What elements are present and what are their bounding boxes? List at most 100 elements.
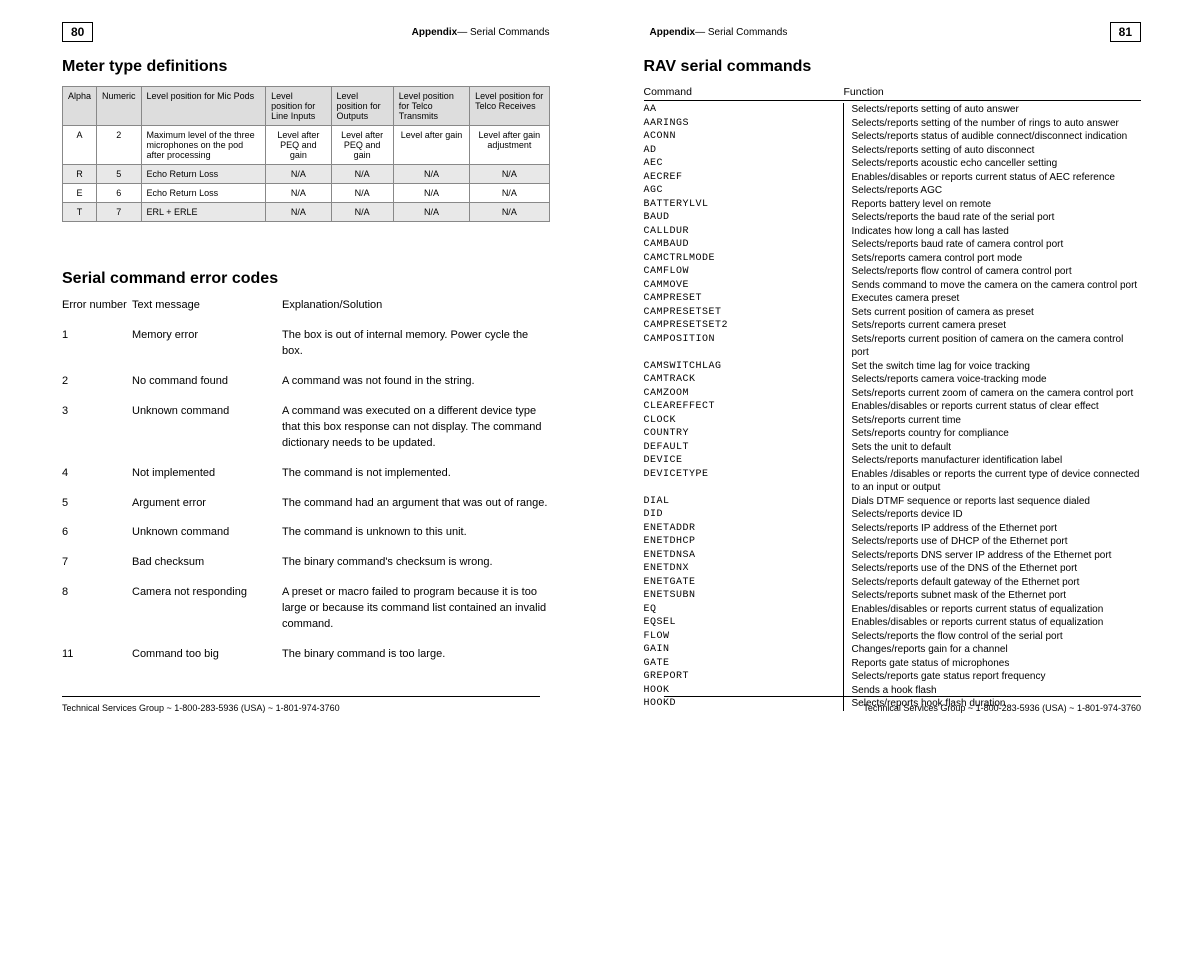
- table-cell: N/A: [266, 165, 331, 184]
- table-row: GREPORTSelects/reports gate status repor…: [644, 670, 1142, 684]
- command-function: Selects/reports the baud rate of the ser…: [844, 211, 1142, 225]
- command-function: Changes/reports gain for a channel: [844, 643, 1142, 657]
- table-row: EQSELEnables/disables or reports current…: [644, 616, 1142, 630]
- command-function: Selects/reports use of DHCP of the Ether…: [844, 535, 1142, 549]
- command-name: CAMPRESETSET: [644, 306, 844, 320]
- table-cell: 6: [97, 184, 142, 203]
- table-row: CAMPRESETSETSets current position of cam…: [644, 306, 1142, 320]
- command-function: Selects/reports manufacturer identificat…: [844, 454, 1142, 468]
- table-row: R5Echo Return LossN/AN/AN/AN/A: [63, 165, 550, 184]
- errors-title: Serial command error codes: [62, 270, 550, 288]
- command-name: COUNTRY: [644, 427, 844, 441]
- command-name: ENETSUBN: [644, 589, 844, 603]
- command-function: Selects/reports AGC: [844, 184, 1142, 198]
- table-cell: A: [63, 126, 97, 165]
- error-message: Camera not responding: [132, 585, 282, 633]
- command-function: Sets/reports current zoom of camera on t…: [844, 387, 1142, 401]
- table-row: A2Maximum level of the three microphones…: [63, 126, 550, 165]
- command-function: Selects/reports flow control of camera c…: [844, 265, 1142, 279]
- command-name: DEVICE: [644, 454, 844, 468]
- command-function: Enables /disables or reports the current…: [844, 468, 1142, 495]
- table-cell: N/A: [393, 203, 469, 222]
- table-row: CAMTRACKSelects/reports camera voice-tra…: [644, 373, 1142, 387]
- table-row: CAMFLOWSelects/reports flow control of c…: [644, 265, 1142, 279]
- table-row: 1Memory errorThe box is out of internal …: [62, 328, 550, 360]
- command-name: ENETDHCP: [644, 535, 844, 549]
- table-row: DIALDials DTMF sequence or reports last …: [644, 495, 1142, 509]
- command-function: Selects/reports device ID: [844, 508, 1142, 522]
- table-row: 11Command too bigThe binary command is t…: [62, 647, 550, 663]
- table-cell: Level after PEQ and gain: [331, 126, 393, 165]
- meter-col-header: Level position for Outputs: [331, 87, 393, 126]
- table-cell: N/A: [393, 165, 469, 184]
- command-name: GAIN: [644, 643, 844, 657]
- error-message: Unknown command: [132, 404, 282, 452]
- error-message: Unknown command: [132, 525, 282, 541]
- table-cell: Echo Return Loss: [141, 184, 266, 203]
- command-function: Selects/reports baud rate of camera cont…: [844, 238, 1142, 252]
- page-number-left: 80: [62, 22, 93, 42]
- table-row: ENETDNSASelects/reports DNS server IP ad…: [644, 549, 1142, 563]
- error-number: 5: [62, 496, 132, 512]
- table-row: 6Unknown commandThe command is unknown t…: [62, 525, 550, 541]
- error-explanation: A preset or macro failed to program beca…: [282, 585, 550, 633]
- table-cell: Maximum level of the three microphones o…: [141, 126, 266, 165]
- table-row: ENETADDRSelects/reports IP address of th…: [644, 522, 1142, 536]
- command-function: Set the switch time lag for voice tracki…: [844, 360, 1142, 374]
- table-row: 5Argument errorThe command had an argume…: [62, 496, 550, 512]
- command-function: Selects/reports status of audible connec…: [844, 130, 1142, 144]
- command-name: CAMPRESET: [644, 292, 844, 306]
- command-name: CAMBAUD: [644, 238, 844, 252]
- rav-title: RAV serial commands: [644, 58, 1142, 76]
- table-row: 3Unknown commandA command was executed o…: [62, 404, 550, 452]
- table-row: DIDSelects/reports device ID: [644, 508, 1142, 522]
- err-col-header: Error number: [62, 298, 132, 314]
- command-function: Selects/reports setting of auto answer: [844, 103, 1142, 117]
- command-name: DEFAULT: [644, 441, 844, 455]
- table-row: GAINChanges/reports gain for a channel: [644, 643, 1142, 657]
- meter-table: AlphaNumericLevel position for Mic PodsL…: [62, 86, 550, 222]
- command-name: DID: [644, 508, 844, 522]
- table-row: CAMPOSITIONSets/reports current position…: [644, 333, 1142, 360]
- table-row: AGCSelects/reports AGC: [644, 184, 1142, 198]
- table-row: EQEnables/disables or reports current st…: [644, 603, 1142, 617]
- command-name: ENETDNSA: [644, 549, 844, 563]
- error-number: 3: [62, 404, 132, 452]
- table-cell: R: [63, 165, 97, 184]
- table-row: 8Camera not respondingA preset or macro …: [62, 585, 550, 633]
- error-message: Bad checksum: [132, 555, 282, 571]
- table-cell: N/A: [393, 184, 469, 203]
- command-function: Selects/reports setting of auto disconne…: [844, 144, 1142, 158]
- command-name: EQSEL: [644, 616, 844, 630]
- table-row: COUNTRYSets/reports country for complian…: [644, 427, 1142, 441]
- error-number: 7: [62, 555, 132, 571]
- command-name: CAMSWITCHLAG: [644, 360, 844, 374]
- command-function: Enables/disables or reports current stat…: [844, 616, 1142, 630]
- table-row: DEVICETYPEEnables /disables or reports t…: [644, 468, 1142, 495]
- meter-col-header: Level position for Mic Pods: [141, 87, 266, 126]
- error-message: Not implemented: [132, 466, 282, 482]
- command-name: CAMTRACK: [644, 373, 844, 387]
- error-number: 8: [62, 585, 132, 633]
- command-function: Sets/reports country for compliance: [844, 427, 1142, 441]
- meter-col-header: Level position for Telco Transmits: [393, 87, 469, 126]
- error-number: 6: [62, 525, 132, 541]
- command-function: Executes camera preset: [844, 292, 1142, 306]
- table-row: ENETDHCPSelects/reports use of DHCP of t…: [644, 535, 1142, 549]
- command-function: Dials DTMF sequence or reports last sequ…: [844, 495, 1142, 509]
- command-name: GREPORT: [644, 670, 844, 684]
- error-explanation: The command is unknown to this unit.: [282, 525, 550, 541]
- rav-col-header: Command: [644, 86, 844, 98]
- command-function: Sets/reports current position of camera …: [844, 333, 1142, 360]
- header-text-left: Appendix— Serial Commands: [412, 27, 550, 38]
- command-function: Selects/reports use of the DNS of the Et…: [844, 562, 1142, 576]
- error-message: Argument error: [132, 496, 282, 512]
- table-row: ACONNSelects/reports status of audible c…: [644, 130, 1142, 144]
- error-message: Memory error: [132, 328, 282, 360]
- meter-col-header: Alpha: [63, 87, 97, 126]
- header-text-right: Appendix— Serial Commands: [650, 27, 788, 38]
- table-cell: N/A: [331, 184, 393, 203]
- error-number: 2: [62, 374, 132, 390]
- table-row: ENETSUBNSelects/reports subnet mask of t…: [644, 589, 1142, 603]
- meter-title: Meter type definitions: [62, 58, 550, 76]
